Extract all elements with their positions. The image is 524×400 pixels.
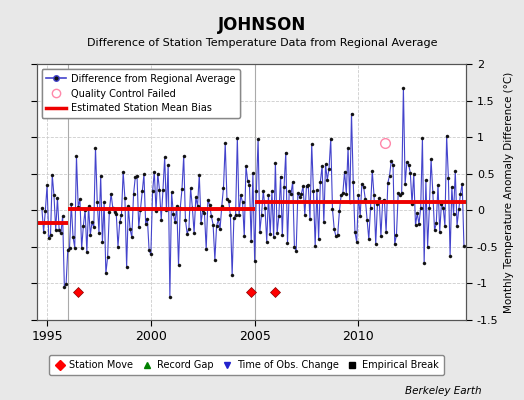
Text: JOHNSON: JOHNSON: [218, 16, 306, 34]
Legend: Difference from Regional Average, Quality Control Failed, Estimated Station Mean: Difference from Regional Average, Qualit…: [41, 69, 240, 118]
Difference from Regional Average: [168, 190, 174, 195]
Difference from Regional Average: [461, 244, 467, 248]
Difference from Regional Average: [188, 186, 194, 191]
Text: Berkeley Earth: Berkeley Earth: [406, 386, 482, 396]
Difference from Regional Average: [241, 234, 247, 238]
Line: Difference from Regional Average: Difference from Regional Average: [40, 86, 465, 298]
Difference from Regional Average: [250, 171, 256, 176]
Difference from Regional Average: [167, 294, 173, 299]
Difference from Regional Average: [400, 85, 407, 90]
Legend: Station Move, Record Gap, Time of Obs. Change, Empirical Break: Station Move, Record Gap, Time of Obs. C…: [49, 356, 443, 375]
Difference from Regional Average: [39, 206, 45, 210]
Difference from Regional Average: [70, 234, 76, 239]
Text: Difference of Station Temperature Data from Regional Average: Difference of Station Temperature Data f…: [87, 38, 437, 48]
Y-axis label: Monthly Temperature Anomaly Difference (°C): Monthly Temperature Anomaly Difference (…: [504, 71, 514, 313]
Difference from Regional Average: [96, 230, 102, 235]
